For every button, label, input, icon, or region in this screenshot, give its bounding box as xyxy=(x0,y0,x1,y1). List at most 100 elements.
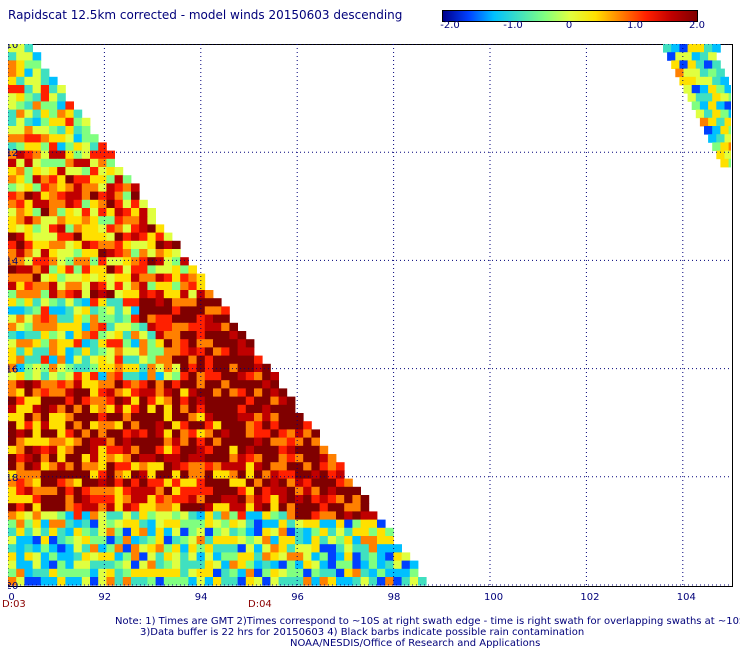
swath-cell xyxy=(336,486,345,496)
swath-cell xyxy=(221,413,230,422)
swath-cell xyxy=(155,552,165,561)
swath-cell xyxy=(73,527,83,537)
swath-cell xyxy=(40,208,50,217)
swath-cell xyxy=(237,380,247,389)
swath-cell xyxy=(24,68,33,78)
swath-cell xyxy=(24,44,33,53)
swath-cell xyxy=(295,445,304,455)
swath-cell xyxy=(16,150,25,160)
swath-cell xyxy=(8,167,17,176)
swath-cell xyxy=(8,52,17,61)
swath-cell xyxy=(57,281,66,291)
swath-cell xyxy=(32,60,42,69)
swath-cell xyxy=(155,257,165,266)
swath-cell xyxy=(40,240,50,250)
swath-cell xyxy=(319,544,329,553)
swath-cell xyxy=(16,380,25,389)
swath-cell xyxy=(81,257,91,266)
swath-cell xyxy=(278,421,288,430)
swath-cell xyxy=(172,413,181,422)
swath-cell xyxy=(213,544,222,553)
swath-cell xyxy=(40,298,50,307)
swath-cell xyxy=(278,544,288,553)
swath-cell xyxy=(65,396,74,406)
swath-cell xyxy=(65,527,74,537)
swath-cell xyxy=(114,290,124,299)
swath-cell xyxy=(180,281,189,291)
swath-cell xyxy=(245,568,255,578)
swath-cell xyxy=(24,568,33,578)
swath-cell xyxy=(49,470,58,479)
swath-cell xyxy=(147,249,156,258)
swath-cell xyxy=(360,519,370,529)
swath-cell xyxy=(180,331,189,340)
swath-cell xyxy=(114,232,124,242)
swath-cell xyxy=(262,363,271,373)
swath-cell xyxy=(270,503,279,512)
swath-cell xyxy=(262,388,271,397)
swath-cell xyxy=(114,560,124,570)
swath-cell xyxy=(106,503,115,512)
swath-cell xyxy=(90,527,99,537)
swath-cell xyxy=(221,462,230,471)
swath-cell xyxy=(90,142,99,151)
swath-cell xyxy=(122,421,132,430)
swath-cell xyxy=(245,413,255,422)
swath-cell xyxy=(40,388,50,397)
swath-cell xyxy=(98,544,107,553)
swath-cell xyxy=(32,552,42,561)
swath-cell xyxy=(57,85,66,94)
swath-cell xyxy=(40,421,50,430)
swath-cell xyxy=(237,552,247,561)
swath-cell xyxy=(139,339,148,348)
swath-cell xyxy=(24,126,33,135)
swath-cell xyxy=(172,511,181,520)
swath-cell xyxy=(286,413,296,422)
swath-cell xyxy=(716,101,725,110)
swath-cell xyxy=(147,486,156,496)
swath-cell xyxy=(336,560,345,570)
swath-cell xyxy=(163,511,173,520)
swath-cell xyxy=(221,388,230,397)
swath-cell xyxy=(73,445,83,455)
swath-cell xyxy=(90,232,99,242)
swath-cell xyxy=(40,413,50,422)
swath-cell xyxy=(196,331,206,340)
swath-cell xyxy=(712,60,721,69)
swath-cell xyxy=(8,536,17,545)
swath-cell xyxy=(73,503,83,512)
swath-cell xyxy=(40,519,50,529)
swath-cell xyxy=(286,454,296,463)
swath-cell xyxy=(155,265,165,274)
swath-cell xyxy=(57,552,66,561)
swath-cell xyxy=(24,240,33,250)
swath-cell xyxy=(229,421,238,430)
swath-cell xyxy=(687,44,697,53)
time-label-mid: D:04 xyxy=(248,599,272,610)
swath-cell xyxy=(724,85,731,94)
swath-cell xyxy=(180,552,189,561)
swath-cell xyxy=(106,486,115,496)
swath-cell xyxy=(81,281,91,291)
swath-cell xyxy=(204,552,214,561)
swath-cell xyxy=(40,404,50,414)
swath-cell xyxy=(311,577,320,586)
swath-cell xyxy=(131,372,140,381)
swath-cell xyxy=(114,568,124,578)
swath-cell xyxy=(49,199,58,209)
swath-cell xyxy=(204,454,214,463)
swath-cell xyxy=(221,404,230,414)
swath-cell xyxy=(24,175,33,184)
swath-cell xyxy=(65,240,74,250)
swath-cell xyxy=(278,536,288,545)
swath-cell xyxy=(40,503,50,512)
swath-cell xyxy=(172,527,181,537)
swath-cell xyxy=(32,396,42,406)
swath-cell xyxy=(106,257,115,266)
swath-cell xyxy=(24,552,33,561)
swath-cell xyxy=(237,462,247,471)
swath-cell xyxy=(708,52,717,61)
swath-cell xyxy=(98,331,107,340)
swath-cell xyxy=(98,249,107,258)
swath-cell xyxy=(114,216,124,225)
